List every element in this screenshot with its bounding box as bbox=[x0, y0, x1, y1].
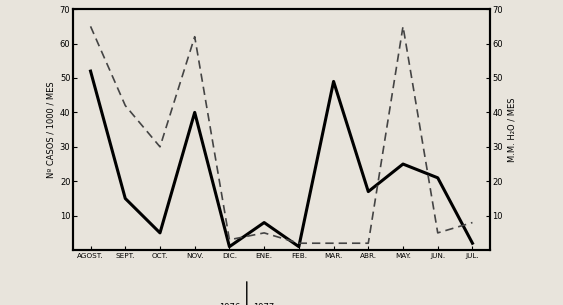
Y-axis label: Nº CASOS / 1000 / MES: Nº CASOS / 1000 / MES bbox=[47, 81, 56, 178]
Text: 1977: 1977 bbox=[253, 303, 275, 305]
Y-axis label: M.M. H₂O / MES: M.M. H₂O / MES bbox=[507, 97, 516, 162]
Text: 1976: 1976 bbox=[219, 303, 240, 305]
